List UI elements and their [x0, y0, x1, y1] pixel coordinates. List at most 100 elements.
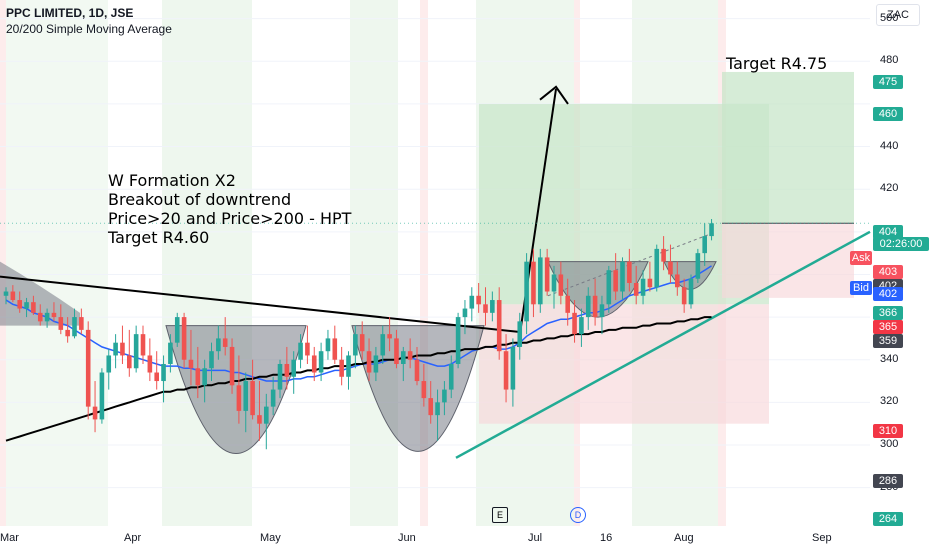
candle	[72, 308, 77, 339]
candle	[428, 381, 433, 424]
candle-body	[709, 223, 714, 237]
time-tick-label: Jun	[398, 532, 416, 544]
candle	[133, 325, 139, 373]
candle-body	[353, 334, 358, 356]
time-tick-label: Jul	[528, 532, 543, 544]
bg-band	[0, 0, 108, 526]
candle	[353, 325, 358, 369]
candle-body	[613, 270, 618, 292]
candle	[490, 291, 495, 322]
candle	[524, 253, 529, 335]
candle	[613, 253, 618, 301]
symbol-title[interactable]: PPC LIMITED, 1D, JSE	[6, 6, 134, 20]
candle-body	[579, 317, 584, 335]
candle-body	[675, 274, 680, 288]
candle-body	[387, 334, 392, 339]
price-tag: 359	[873, 334, 903, 348]
price-tag: 02:26:00	[873, 237, 929, 251]
candle	[503, 334, 509, 403]
stop-zone	[479, 304, 769, 424]
candle-body	[311, 355, 317, 373]
candle	[264, 393, 269, 450]
candle	[154, 351, 159, 390]
candle	[654, 244, 660, 292]
candle-body	[65, 329, 70, 337]
price-tag: 264	[873, 512, 903, 526]
candle	[702, 223, 707, 266]
candle	[257, 381, 262, 441]
candle	[284, 346, 290, 390]
candle-body	[202, 368, 207, 386]
candle	[339, 346, 344, 386]
candle-body	[37, 312, 43, 322]
uptrend-line	[455, 230, 871, 459]
candle	[216, 325, 221, 360]
candle	[599, 295, 605, 335]
candle-body	[688, 278, 694, 305]
candle	[229, 338, 235, 394]
candle	[668, 244, 673, 283]
candle	[3, 287, 9, 305]
candle	[140, 325, 146, 364]
candle	[236, 355, 242, 424]
candle	[127, 329, 132, 377]
candle	[627, 248, 632, 292]
candle-body	[113, 342, 118, 356]
candle-body	[99, 372, 105, 420]
downtrend-line	[0, 275, 521, 334]
candle	[551, 265, 557, 309]
candle-body	[551, 274, 557, 292]
dividend-event-icon[interactable]: D	[570, 507, 586, 523]
candle-body	[31, 302, 36, 313]
candle-body	[620, 261, 625, 292]
candle-body	[154, 372, 159, 382]
candle	[291, 351, 296, 394]
candle	[37, 304, 43, 326]
candle-body	[469, 295, 475, 309]
candle	[531, 248, 536, 318]
price-tick-label: 500	[880, 11, 899, 24]
candle	[202, 359, 207, 403]
candle-body	[236, 385, 242, 411]
annotation-line-3: Price>20 and Price>200 - HPT	[108, 209, 352, 228]
candle-body	[257, 415, 262, 424]
trend-lines	[0, 85, 871, 459]
candle	[106, 349, 112, 390]
candle	[298, 334, 303, 369]
bg-band-red	[420, 0, 428, 526]
candle	[606, 265, 612, 313]
candle-body	[147, 355, 153, 373]
candle-body	[270, 389, 276, 407]
candle-body	[366, 351, 372, 373]
candle	[243, 372, 249, 433]
candle	[270, 376, 276, 416]
candle-body	[380, 334, 386, 356]
candle-body	[72, 317, 77, 337]
pattern-annotation[interactable]: W Formation X2 Breakout of downtrend Pri…	[108, 171, 351, 247]
candle-body	[229, 346, 235, 386]
target-label[interactable]: Target R4.75	[726, 54, 828, 73]
candle-body	[681, 287, 687, 305]
candle-body	[339, 359, 344, 377]
candle-body	[442, 389, 447, 403]
currency-button[interactable]: ZAC	[876, 4, 920, 26]
indicator-legend[interactable]: 20/200 Simple Moving Average	[6, 22, 172, 36]
candle	[58, 304, 64, 335]
candle	[572, 300, 577, 343]
candle-body	[332, 338, 338, 360]
candle	[709, 219, 714, 241]
price-tag: 286	[873, 474, 903, 488]
candle	[31, 295, 36, 315]
time-tick-label: Apr	[124, 532, 142, 544]
candle-body	[209, 351, 214, 369]
earnings-event-icon[interactable]: E	[492, 507, 508, 523]
candle	[681, 278, 687, 313]
candle	[24, 297, 29, 318]
chart-header: PPC LIMITED, 1D, JSE 20/200 Simple Movin…	[6, 5, 172, 37]
candle	[414, 346, 420, 386]
price-tick-label: 420	[880, 182, 899, 195]
candle	[305, 325, 310, 364]
sma200-line	[5, 316, 712, 442]
candle	[113, 334, 118, 369]
